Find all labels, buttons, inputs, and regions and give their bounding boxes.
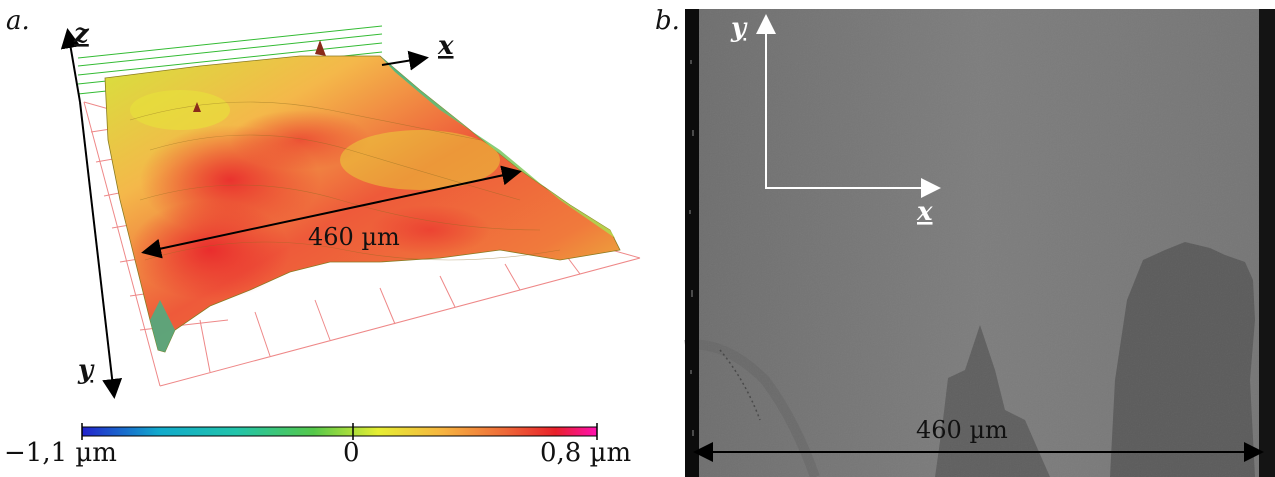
surface-plot-3d: 460 µm z x y (60, 19, 641, 440)
axis-label-y: y (77, 355, 95, 385)
colorbar-mid-label: 0 (343, 438, 360, 468)
colorbar-max-label: 0,8 µm (540, 438, 632, 468)
axis-label-x-b: x (916, 197, 933, 227)
panel-b-letter: b. (655, 6, 680, 36)
panel-b: b. (655, 0, 1275, 477)
dimension-label-b: 460 µm (916, 416, 1008, 444)
axes-3d (60, 28, 429, 399)
axes-2d (756, 14, 941, 198)
dimension-label-a: 460 µm (308, 223, 400, 251)
y-axis-line (79, 101, 123, 399)
height-surface (104, 40, 621, 353)
dimension-arrow-a (141, 165, 522, 259)
colorbar (81, 426, 598, 437)
axis-label-z: z (73, 19, 90, 49)
axis-label-y-b: y (730, 13, 748, 43)
left-dark-border (685, 9, 699, 477)
panel-a-letter: a. (6, 6, 30, 36)
x-axis-line (381, 50, 429, 71)
z-axis-line (60, 28, 81, 103)
axis-label-x: x (437, 31, 454, 61)
colorbar-min-label: −1,1 µm (4, 438, 117, 468)
right-dark-border (1259, 9, 1275, 477)
panel-a: a. (4, 6, 641, 468)
microscope-image: y x 460 µm (684, 9, 1275, 477)
